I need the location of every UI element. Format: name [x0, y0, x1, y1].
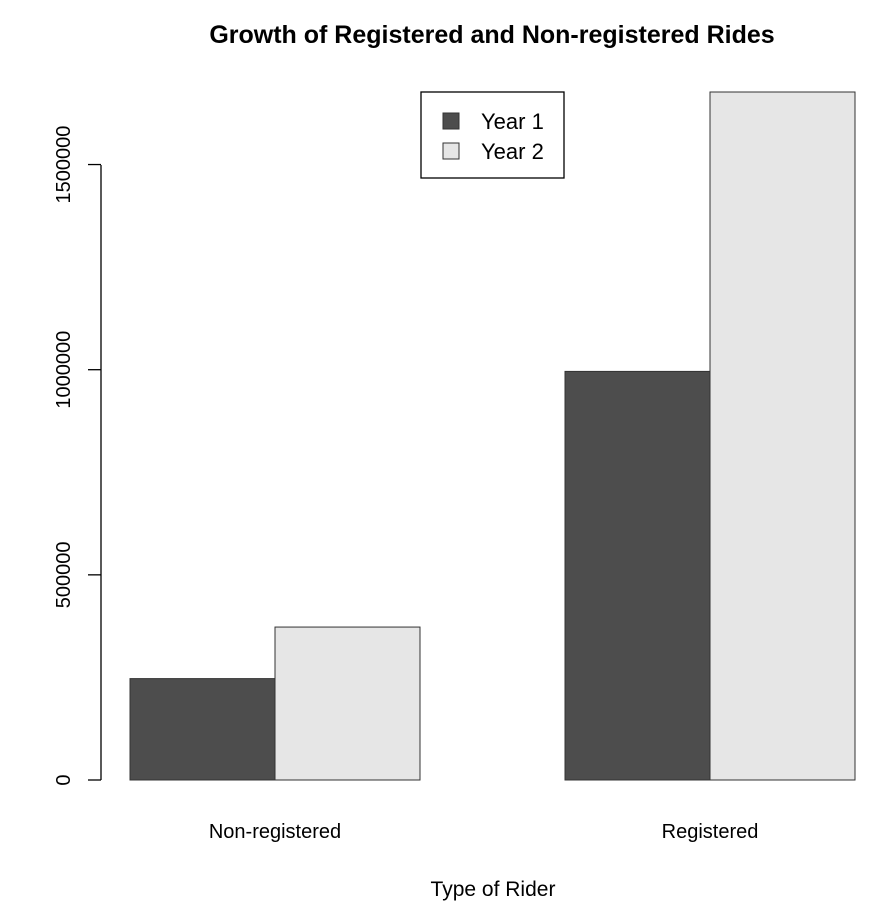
bar-year-2-non-registered [274, 626, 421, 781]
bar-year-2-registered [709, 91, 856, 781]
x-axis-title: Type of Rider [431, 878, 556, 901]
bar-year-1-non-registered [129, 678, 276, 781]
x-axis-labels: Non-registered Registered [209, 821, 759, 843]
y-tick-label: 1000000 [53, 331, 75, 409]
legend-swatch [442, 142, 460, 160]
bar-year-1-registered [564, 370, 711, 781]
y-axis: 0 500000 1000000 1500000 [53, 126, 101, 786]
legend-label: Year 1 [481, 109, 544, 134]
legend-label: Year 2 [481, 139, 544, 164]
chart-title: Growth of Registered and Non-registered … [209, 21, 774, 49]
legend: Year 1 Year 2 [420, 91, 565, 179]
legend-swatch [442, 112, 460, 130]
y-tick-label: 0 [53, 774, 75, 785]
x-tick-label: Non-registered [209, 821, 341, 843]
x-tick-label: Registered [662, 821, 759, 843]
y-tick-label: 500000 [53, 541, 75, 608]
y-tick-label: 1500000 [53, 126, 75, 204]
bars [129, 91, 856, 781]
legend-box [420, 91, 565, 179]
